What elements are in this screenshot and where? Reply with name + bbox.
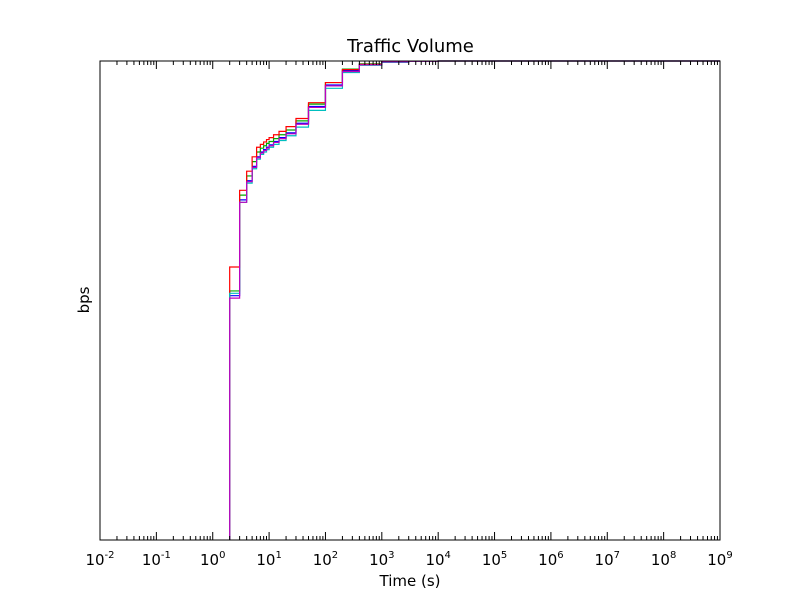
plot-frame [99,60,721,541]
x-tick-label-base: 10 [651,551,670,569]
x-tick-label-exponent: 1 [275,550,281,561]
x-tick-labels: 10-2 10-1 100 101 102 103 104 105 106 107 108 109 [85,550,732,569]
x-tick-label-base: 10 [313,551,332,569]
x-tick-label-exponent: 9 [726,550,732,561]
x-tick-label-base: 10 [538,551,557,569]
series-line-1 [229,60,720,540]
series-line-4 [229,60,720,540]
x-tick-label: 10-2 [85,550,114,569]
tick-layer [99,61,721,540]
x-tick-label-exponent: 4 [445,550,451,561]
x-tick-label-exponent: 7 [614,550,620,561]
x-tick-label-exponent: 0 [219,550,225,561]
series-line-2 [229,60,720,540]
x-tick-label: 10-1 [142,550,171,569]
x-tick-label-exponent: 6 [557,550,563,561]
x-tick-label: 109 [707,550,732,569]
x-tick-label-base: 10 [369,551,388,569]
x-tick-label: 107 [595,550,620,569]
x-tick-label: 105 [482,550,507,569]
x-tick-label: 104 [425,550,450,569]
x-tick-label: 103 [369,550,394,569]
x-tick-label-base: 10 [595,551,614,569]
x-tick-label-exponent: -2 [105,550,115,561]
x-tick-label-base: 10 [85,551,104,569]
x-tick-label: 102 [313,550,338,569]
series-layer [229,60,720,540]
series-line-3 [229,60,720,540]
x-tick-label-exponent: -1 [161,550,171,561]
x-tick-label-base: 10 [707,551,726,569]
x-tick-label-base: 10 [425,551,444,569]
x-tick-label: 108 [651,550,676,569]
x-tick-label-base: 10 [142,551,161,569]
x-tick-label-exponent: 8 [670,550,676,561]
chart-title: Traffic Volume [346,36,474,57]
x-tick-label: 100 [200,550,225,569]
x-tick-label: 106 [538,550,563,569]
x-tick-label-base: 10 [482,551,501,569]
x-tick-label-base: 10 [200,551,219,569]
x-tick-label-base: 10 [256,551,275,569]
x-axis-label: Time (s) [379,572,441,590]
x-tick-label-exponent: 5 [501,550,507,561]
y-axis-label: bps [75,286,93,313]
x-tick-label-exponent: 2 [332,550,338,561]
series-line-5 [229,60,720,540]
x-tick-label: 101 [256,550,281,569]
x-tick-label-exponent: 3 [388,550,394,561]
